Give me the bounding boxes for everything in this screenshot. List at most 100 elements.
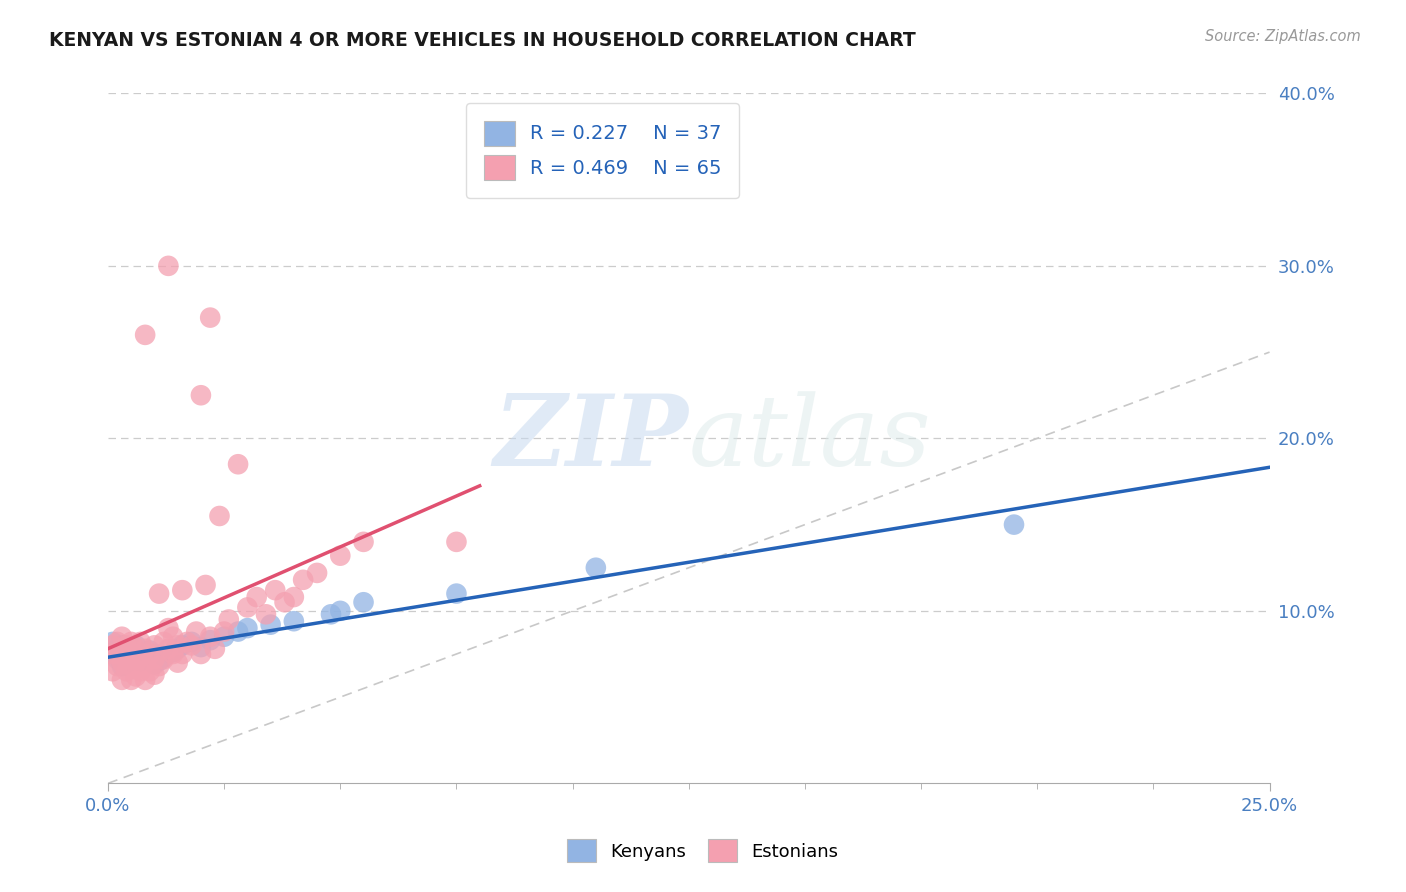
Point [125,656,148,670]
Point [186,624,208,639]
Point [254,607,277,622]
Point [283,590,305,604]
Point [200,633,222,648]
Point [157,641,180,656]
Point [139,643,162,657]
Point [152,650,174,665]
Point [319,607,342,622]
Point [120,652,142,666]
Legend: Kenyans, Estonians: Kenyans, Estonians [560,832,846,870]
Point [139,647,162,661]
Point [101,635,124,649]
Point [139,665,162,679]
Point [152,635,174,649]
Point [236,621,259,635]
Point [148,586,170,600]
Point [212,624,235,639]
Point [212,630,235,644]
Point [236,600,259,615]
Point [1002,517,1025,532]
Point [190,647,212,661]
Point [204,641,226,656]
Point [111,639,134,653]
Point [166,656,188,670]
Point [259,617,281,632]
Point [143,639,166,653]
Point [101,665,124,679]
Point [129,635,152,649]
Point [143,647,166,661]
Point [176,635,198,649]
Point [157,259,180,273]
Point [111,630,134,644]
Point [105,641,128,656]
Point [283,614,305,628]
Point [172,583,194,598]
Point [143,652,166,666]
Point [134,650,156,665]
Point [125,648,148,663]
Text: KENYAN VS ESTONIAN 4 OR MORE VEHICLES IN HOUSEHOLD CORRELATION CHART: KENYAN VS ESTONIAN 4 OR MORE VEHICLES IN… [49,31,915,50]
Point [105,652,128,666]
Point [143,667,166,681]
Point [152,652,174,666]
Text: atlas: atlas [689,391,932,486]
Text: ZIP: ZIP [494,390,689,487]
Point [105,647,128,661]
Point [101,647,124,661]
Point [134,656,156,670]
Point [273,595,295,609]
Point [200,310,222,325]
Point [120,641,142,656]
Point [446,586,468,600]
Point [190,640,212,654]
Point [180,635,202,649]
Point [162,630,184,644]
Text: Source: ZipAtlas.com: Source: ZipAtlas.com [1205,29,1361,44]
Point [129,650,152,665]
Point [134,327,156,342]
Point [353,534,375,549]
Point [200,630,222,644]
Point [111,656,134,670]
Point [172,639,194,653]
Point [180,639,202,653]
Legend: R = 0.227    N = 37, R = 0.469    N = 65: R = 0.227 N = 37, R = 0.469 N = 65 [467,103,740,198]
Point [120,647,142,661]
Point [105,659,128,673]
Point [208,508,231,523]
Point [226,457,249,471]
Point [125,639,148,653]
Point [120,673,142,687]
Point [162,647,184,661]
Point [329,549,352,563]
Point [101,647,124,661]
Point [353,595,375,609]
Point [148,654,170,668]
Point [166,641,188,656]
Point [120,659,142,673]
Point [115,665,138,679]
Point [129,665,152,679]
Point [101,639,124,653]
Point [134,673,156,687]
Point [166,639,188,653]
Point [194,578,217,592]
Point [115,645,138,659]
Point [111,659,134,673]
Point [120,635,142,649]
Point [218,612,240,626]
Point [264,583,287,598]
Point [157,621,180,635]
Point [585,560,607,574]
Point [115,652,138,666]
Point [329,604,352,618]
Point [111,641,134,656]
Point [105,635,128,649]
Point [292,573,315,587]
Point [446,534,468,549]
Point [125,669,148,683]
Point [143,657,166,672]
Point [190,388,212,402]
Point [148,659,170,673]
